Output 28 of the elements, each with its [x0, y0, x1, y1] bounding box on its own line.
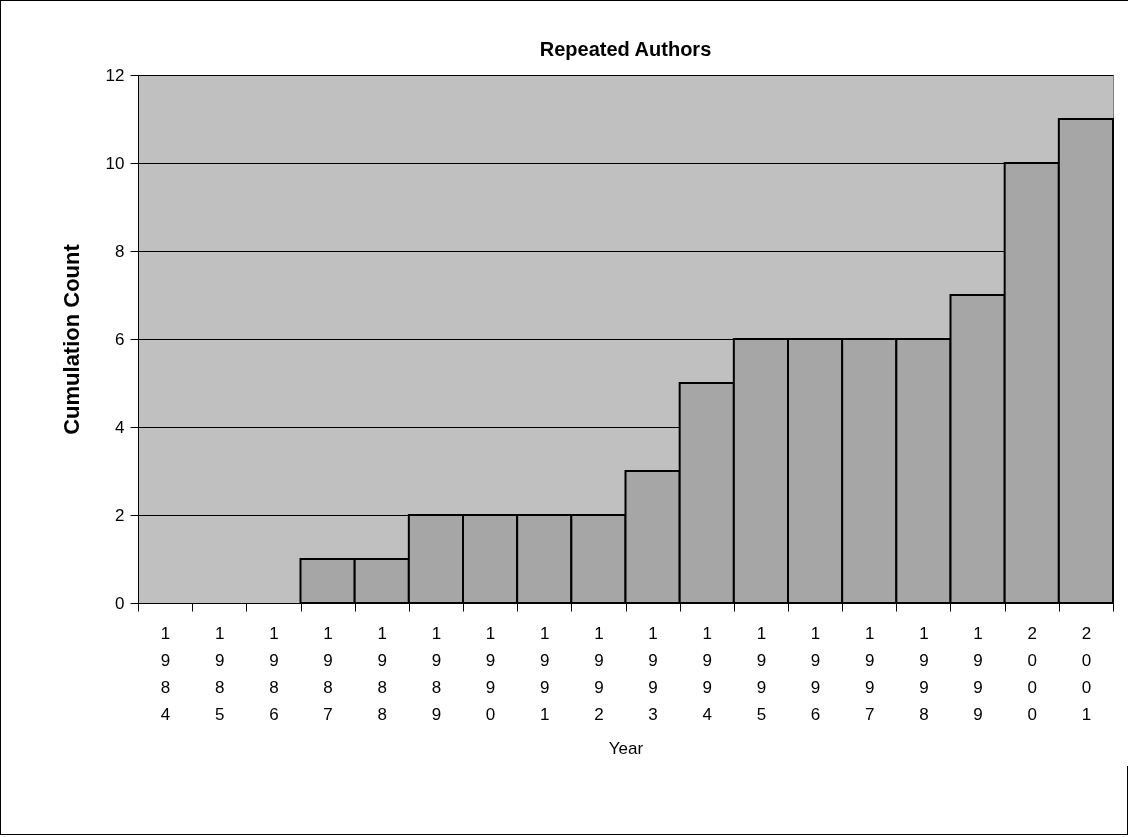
y-tick-label: 8	[115, 241, 125, 261]
x-tick-label: 1995	[756, 623, 767, 724]
x-tick-label: 1990	[485, 623, 496, 724]
x-tick-label: 1989	[431, 623, 442, 724]
x-tick-label: 1994	[702, 623, 712, 724]
chart-title: Repeated Authors	[539, 38, 712, 60]
x-tick-label: 1985	[215, 623, 225, 724]
y-tick-label: 10	[105, 153, 125, 173]
x-tick-label: 1988	[377, 623, 387, 724]
x-tick-label: 1998	[919, 623, 929, 724]
x-tick-label: 2000	[1027, 623, 1037, 724]
x-tick-label: 1993	[648, 623, 658, 724]
y-tick-label: 2	[115, 505, 125, 525]
x-tick-label: 1992	[594, 623, 604, 724]
x-tick-label: 1997	[865, 623, 875, 724]
x-tick-label: 1984	[160, 623, 171, 724]
x-axis-title: Year	[608, 738, 644, 758]
x-tick-label: 1991	[540, 623, 550, 724]
x-tick-label: 1996	[810, 623, 821, 724]
x-tick-label: 1987	[323, 623, 333, 724]
y-tick-label: 12	[105, 65, 125, 85]
y-tick-label: 4	[115, 417, 125, 437]
y-tick-label: 0	[115, 593, 125, 613]
x-tick-label: 1986	[269, 623, 279, 724]
x-tick-label: 2001	[1081, 623, 1092, 724]
y-tick-label: 6	[115, 329, 125, 349]
x-tick-label: 1999	[973, 623, 983, 724]
y-axis-title: Cumulation Count	[58, 243, 84, 435]
